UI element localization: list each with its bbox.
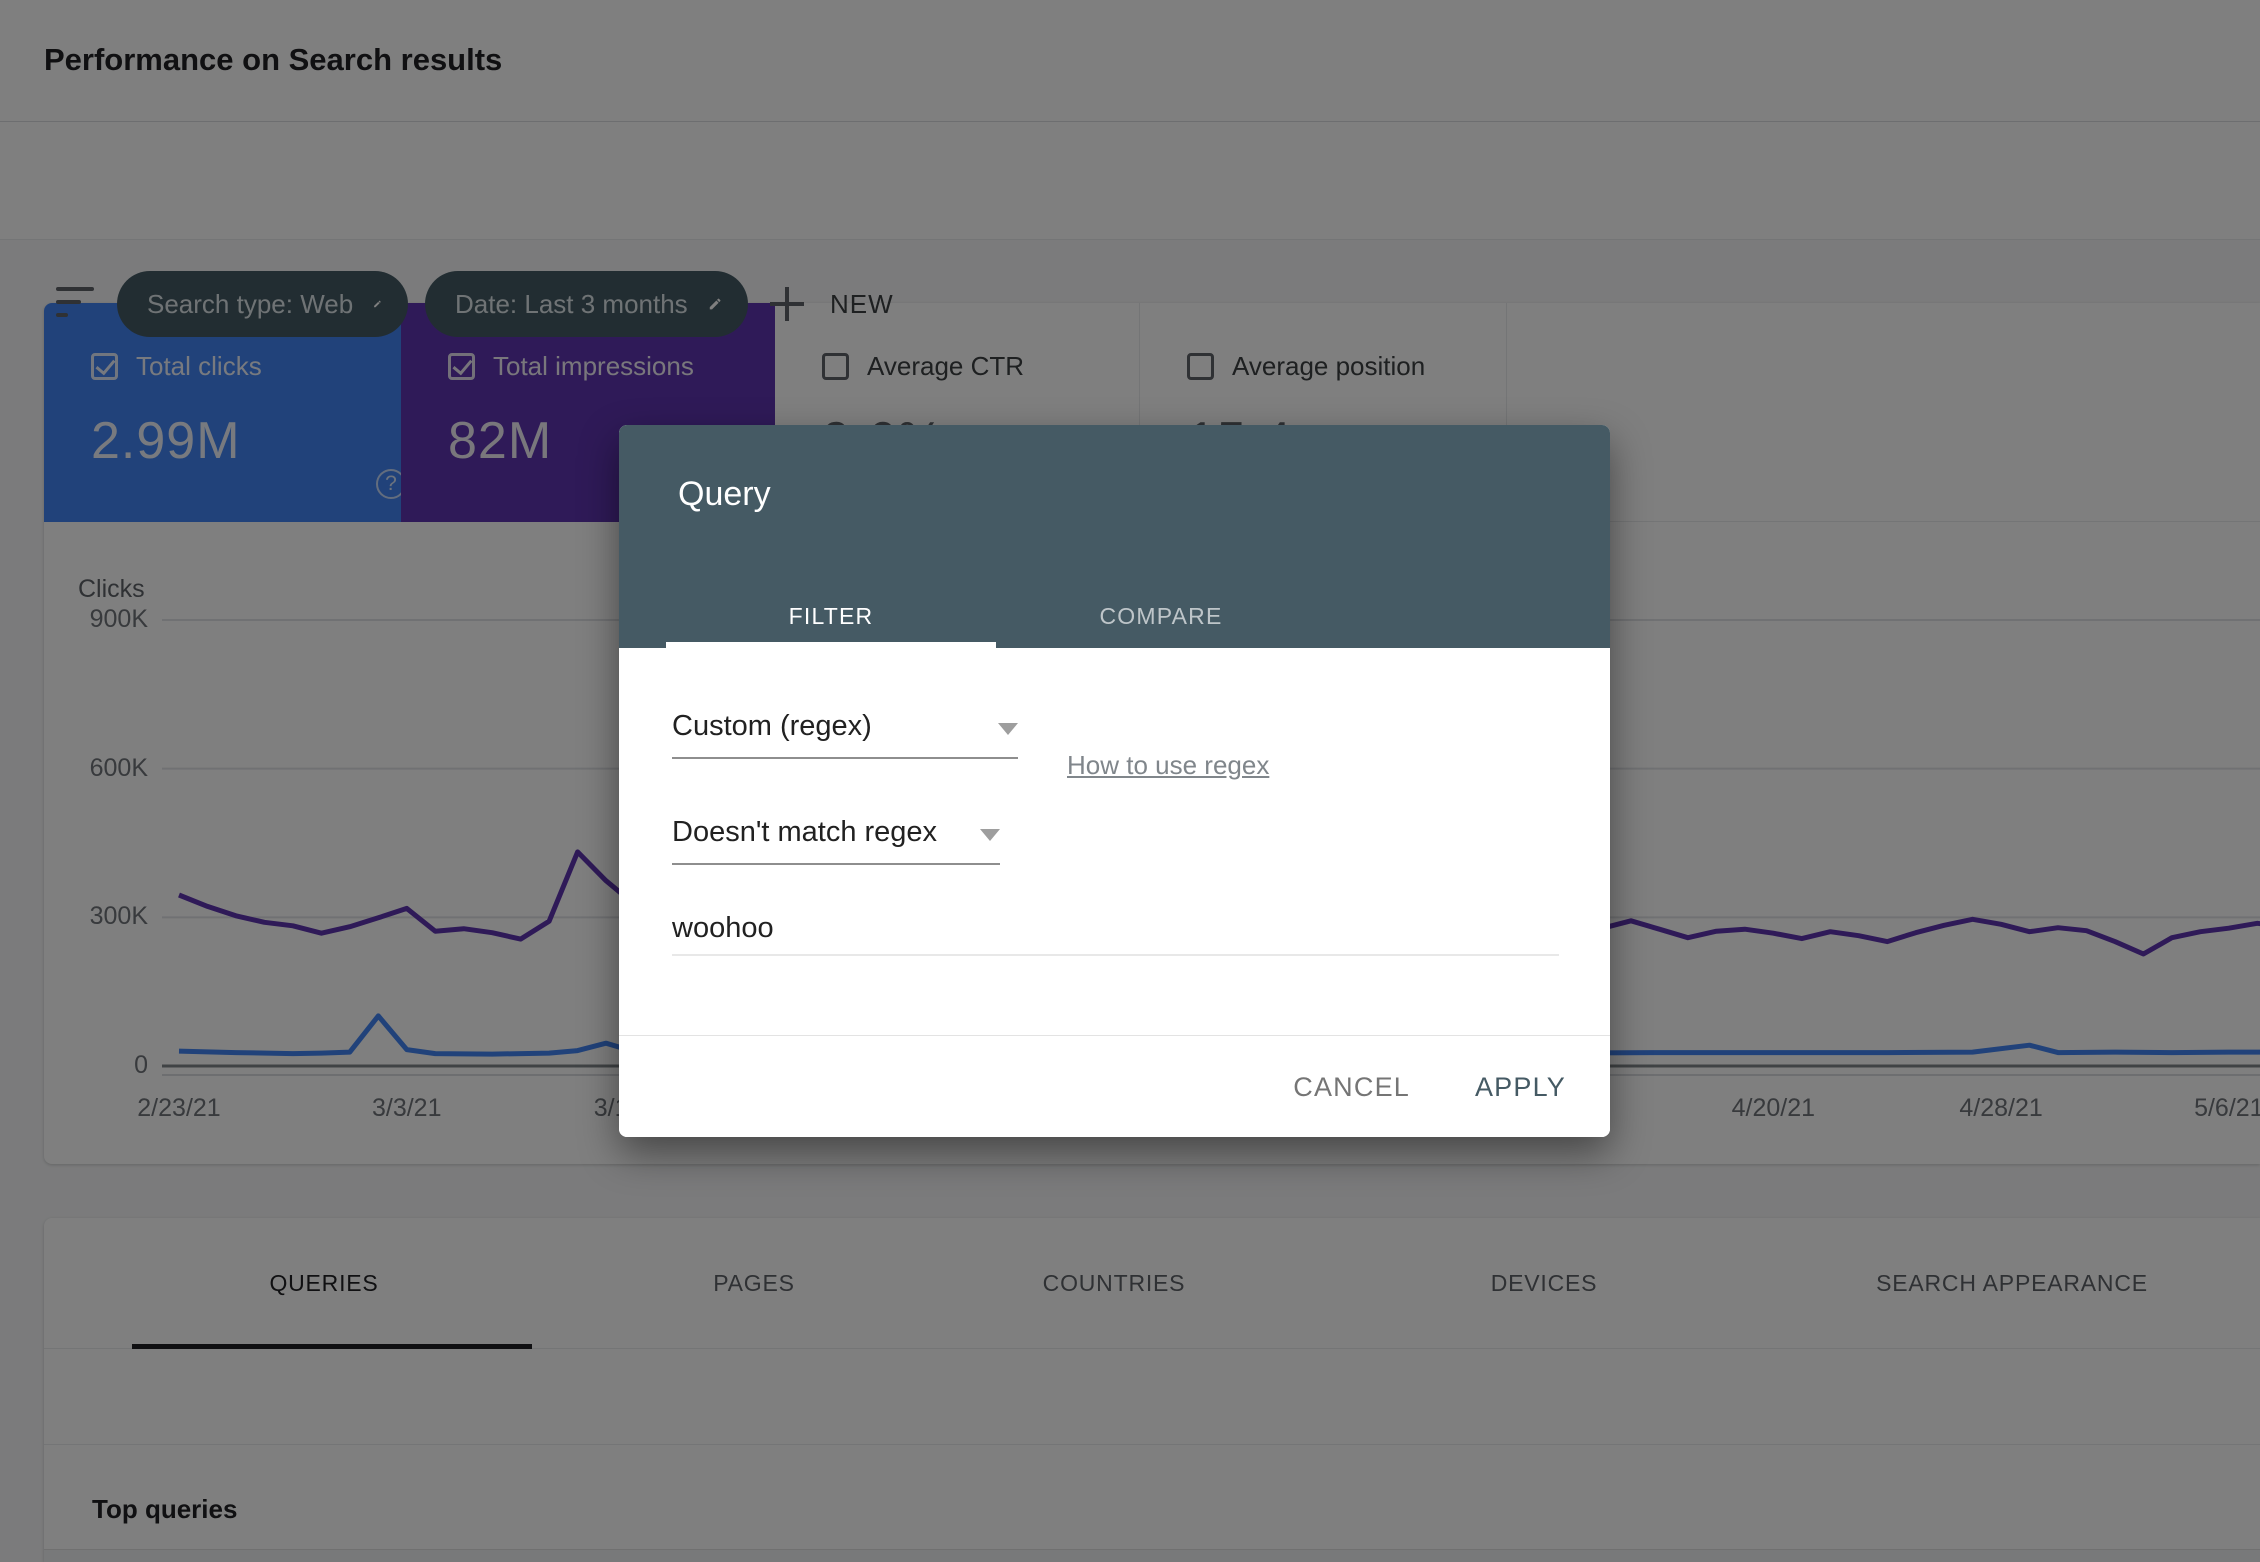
dialog-header: Query FILTER COMPARE bbox=[619, 425, 1610, 648]
dialog-body: Custom (regex) How to use regex Doesn't … bbox=[619, 648, 1610, 1035]
dialog-tab-compare[interactable]: COMPARE bbox=[1099, 602, 1223, 629]
regex-operator-select-value: Doesn't match regex bbox=[672, 816, 938, 848]
regex-value-input[interactable] bbox=[672, 902, 1559, 956]
apply-button[interactable]: APPLY bbox=[1474, 1071, 1566, 1102]
dialog-tab-filter[interactable]: FILTER bbox=[666, 584, 996, 648]
dialog-tabs: FILTER COMPARE bbox=[666, 584, 1326, 648]
filter-type-select-value: Custom (regex) bbox=[672, 710, 872, 742]
dialog-footer: CANCEL APPLY bbox=[619, 1035, 1610, 1137]
dialog-title: Query bbox=[678, 475, 771, 513]
query-filter-dialog: Query FILTER COMPARE Custom (regex) How … bbox=[619, 425, 1610, 1137]
regex-help-link[interactable]: How to use regex bbox=[1067, 750, 1270, 780]
cancel-button[interactable]: CANCEL bbox=[1293, 1071, 1410, 1102]
caret-down-icon bbox=[980, 829, 1000, 841]
filter-type-select[interactable]: Custom (regex) bbox=[672, 688, 1018, 759]
caret-down-icon bbox=[998, 723, 1018, 735]
regex-operator-select[interactable]: Doesn't match regex bbox=[672, 794, 1000, 865]
